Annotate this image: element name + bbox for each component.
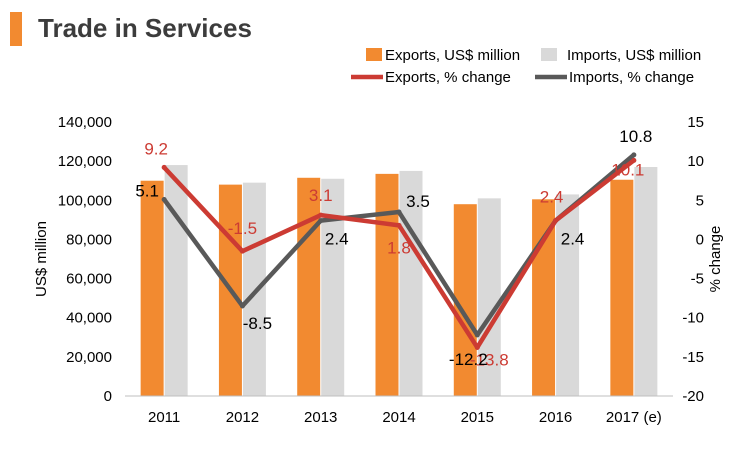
- x-tick-label: 2011: [148, 409, 180, 426]
- imports-pct-label: 2.4: [561, 230, 585, 249]
- imports-bar-2015: [477, 198, 501, 396]
- exports-pct-label: -13.8: [470, 350, 509, 369]
- exports-pct-label: 1.8: [387, 238, 411, 257]
- y2-tick-label: -5: [691, 271, 704, 288]
- legend-imports-bar-label: Imports, US$ million: [567, 47, 701, 64]
- exports-pct-point: [553, 218, 559, 224]
- imports-pct-point: [239, 303, 245, 309]
- exports-pct-point: [318, 212, 324, 218]
- imports-pct-label: -8.5: [243, 314, 272, 333]
- exports-pct-point: [161, 164, 167, 170]
- title-accent-bar: [10, 12, 22, 46]
- legend-imports-bar-swatch: [541, 48, 557, 61]
- exports-bar-2014: [375, 173, 399, 396]
- x-tick-label: 2016: [539, 409, 572, 426]
- y-tick-label: 0: [104, 388, 112, 405]
- exports-pct-label: 10.1: [611, 160, 644, 179]
- exports-pct-label: 3.1: [309, 186, 333, 205]
- x-tick-label: 2014: [382, 409, 415, 426]
- y-tick-label: 20,000: [66, 349, 112, 366]
- y-tick-label: 120,000: [58, 153, 112, 170]
- y-tick-label: 140,000: [58, 114, 112, 131]
- y2-axis-label: % change: [707, 226, 724, 293]
- imports-pct-label: 5.1: [135, 182, 159, 201]
- exports-pct-label: 2.4: [540, 188, 564, 207]
- imports-pct-point: [318, 218, 324, 224]
- x-tick-label: 2017 (e): [606, 409, 662, 426]
- exports-bar-2013: [297, 177, 321, 396]
- y2-tick-label: 5: [696, 192, 704, 209]
- exports-pct-label: -1.5: [228, 219, 257, 238]
- y-tick-label: 100,000: [58, 192, 112, 209]
- imports-pct-point: [631, 152, 637, 158]
- imports-bar-2011: [164, 165, 188, 396]
- imports-pct-point: [474, 332, 480, 338]
- legend-exports-bar-label: Exports, US$ million: [385, 47, 520, 64]
- imports-pct-point: [396, 209, 402, 215]
- imports-pct-point: [161, 197, 167, 203]
- exports-pct-point: [396, 222, 402, 228]
- x-tick-label: 2013: [304, 409, 337, 426]
- y2-tick-label: 10: [687, 153, 704, 170]
- exports-bar-2011: [140, 180, 164, 396]
- x-tick-label: 2015: [461, 409, 494, 426]
- legend-imports-line-label: Imports, % change: [569, 69, 694, 86]
- imports-bar-2013: [321, 178, 345, 396]
- imports-bar-2012: [242, 182, 266, 396]
- page-title: Trade in Services: [38, 13, 252, 43]
- y2-tick-label: 0: [696, 231, 704, 248]
- exports-pct-point: [631, 157, 637, 163]
- y-axis-label: US$ million: [33, 221, 50, 297]
- imports-pct-label: 10.8: [619, 127, 652, 146]
- y-tick-label: 60,000: [66, 271, 112, 288]
- y2-tick-label: -10: [682, 310, 704, 327]
- y2-tick-label: -15: [682, 349, 704, 366]
- imports-bar-2017e: [634, 167, 658, 396]
- imports-bar-2016: [556, 194, 580, 396]
- y-tick-label: 80,000: [66, 231, 112, 248]
- exports-bar-2017e: [610, 179, 634, 396]
- imports-pct-label: -12.2: [449, 350, 488, 369]
- y-tick-label: 40,000: [66, 310, 112, 327]
- legend-exports-line-label: Exports, % change: [385, 69, 511, 86]
- exports-pct-point: [474, 344, 480, 350]
- imports-bar-2014: [399, 170, 423, 396]
- legend-exports-bar-swatch: [366, 48, 382, 61]
- y2-tick-label: -20: [682, 388, 704, 405]
- imports-pct-label: 3.5: [406, 192, 430, 211]
- exports-pct-label: 9.2: [144, 139, 168, 158]
- exports-pct-point: [239, 248, 245, 254]
- x-tick-label: 2012: [226, 409, 259, 426]
- imports-pct-label: 2.4: [325, 230, 349, 249]
- y2-tick-label: 15: [687, 114, 704, 131]
- exports-bar-2015: [453, 204, 477, 396]
